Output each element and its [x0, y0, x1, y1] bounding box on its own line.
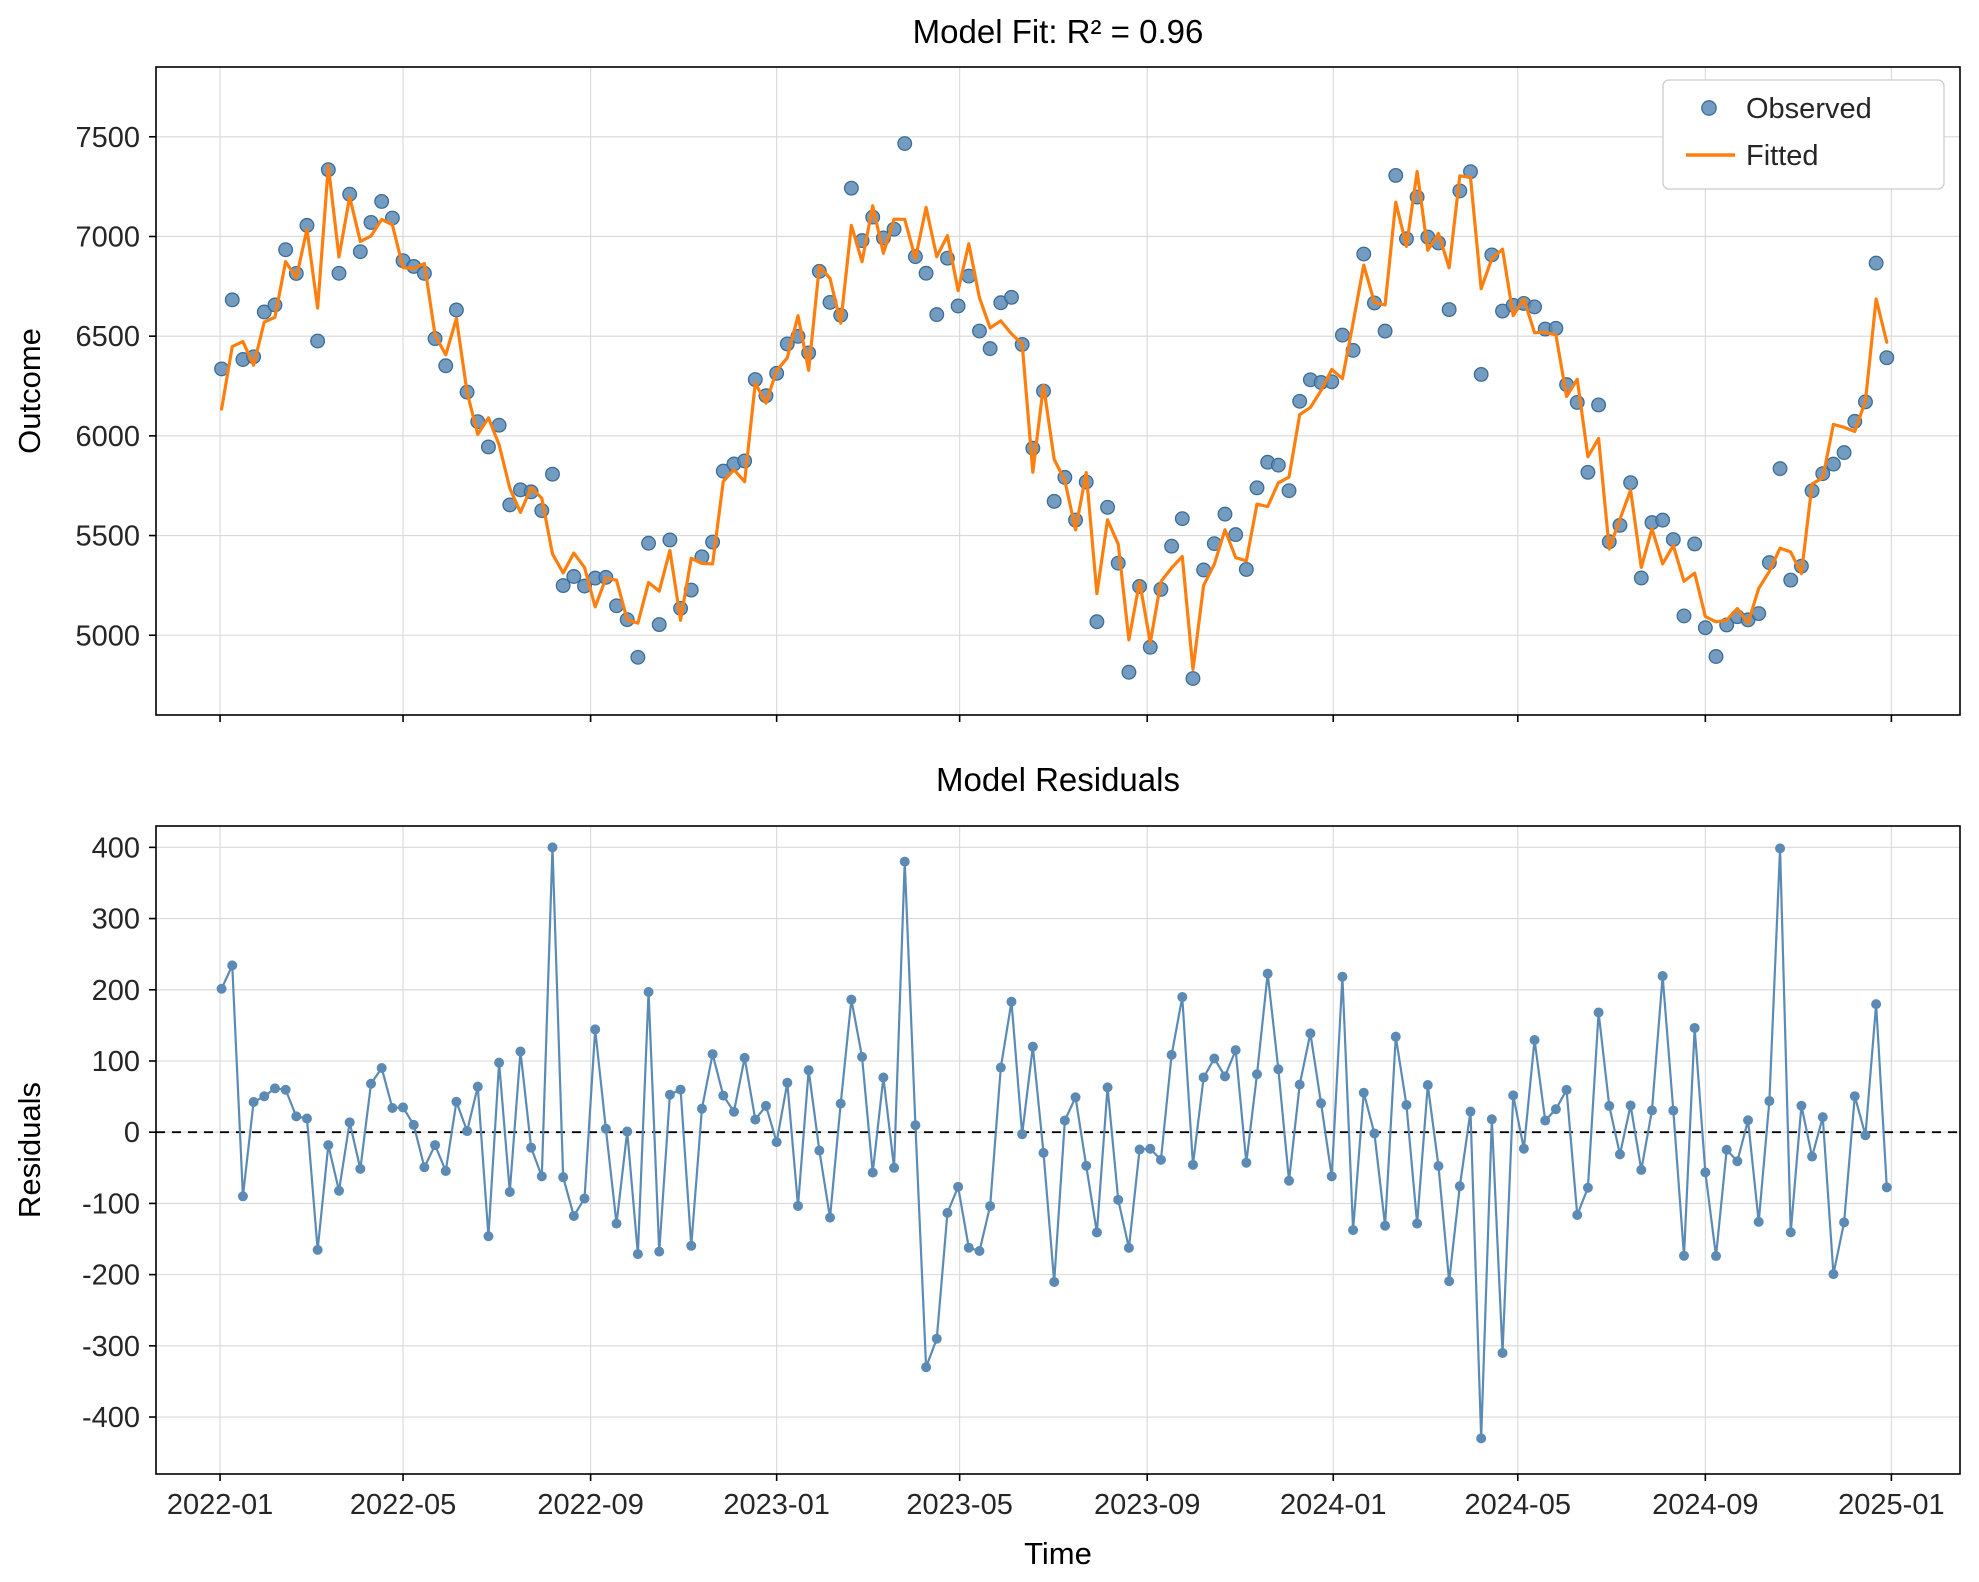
svg-text:2024-01: 2024-01	[1280, 1489, 1386, 1521]
svg-text:200: 200	[92, 975, 140, 1007]
svg-text:-200: -200	[82, 1260, 140, 1292]
svg-text:5500: 5500	[75, 521, 140, 553]
svg-text:6000: 6000	[75, 421, 140, 453]
svg-text:2022-09: 2022-09	[537, 1489, 643, 1521]
svg-text:2022-05: 2022-05	[350, 1489, 456, 1521]
svg-text:7000: 7000	[75, 221, 140, 253]
svg-text:6500: 6500	[75, 321, 140, 353]
svg-text:300: 300	[92, 904, 140, 936]
svg-text:2023-05: 2023-05	[906, 1489, 1012, 1521]
svg-text:2022-01: 2022-01	[167, 1489, 273, 1521]
svg-text:100: 100	[92, 1046, 140, 1078]
svg-text:Model Residuals: Model Residuals	[936, 761, 1180, 798]
svg-text:5000: 5000	[75, 620, 140, 652]
svg-text:400: 400	[92, 832, 140, 864]
svg-text:-100: -100	[82, 1188, 140, 1220]
svg-text:Residuals: Residuals	[12, 1082, 47, 1218]
svg-text:2024-09: 2024-09	[1652, 1489, 1758, 1521]
svg-text:Observed: Observed	[1746, 93, 1872, 125]
svg-text:7500: 7500	[75, 122, 140, 154]
svg-text:Model Fit: R² = 0.96: Model Fit: R² = 0.96	[913, 13, 1204, 50]
svg-text:-300: -300	[82, 1331, 140, 1363]
svg-text:2023-01: 2023-01	[723, 1489, 829, 1521]
svg-text:2023-09: 2023-09	[1094, 1489, 1200, 1521]
svg-text:2025-01: 2025-01	[1838, 1489, 1944, 1521]
svg-text:Time: Time	[1024, 1536, 1092, 1571]
svg-text:Outcome: Outcome	[12, 328, 47, 454]
svg-text:0: 0	[124, 1117, 140, 1149]
svg-text:2024-05: 2024-05	[1465, 1489, 1571, 1521]
svg-text:Fitted: Fitted	[1746, 140, 1819, 172]
svg-text:-400: -400	[82, 1402, 140, 1434]
